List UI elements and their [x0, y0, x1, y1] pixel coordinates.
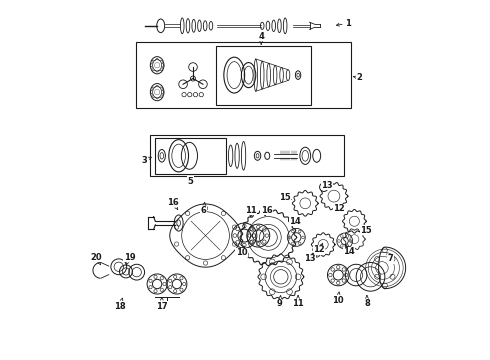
Text: 8: 8	[364, 296, 370, 308]
Text: 13: 13	[321, 181, 333, 190]
Text: 14: 14	[343, 245, 355, 256]
Bar	[216, 45, 311, 105]
Text: 19: 19	[123, 253, 135, 265]
Text: 11: 11	[245, 206, 257, 217]
Text: 18: 18	[114, 298, 125, 311]
Text: 2: 2	[353, 73, 363, 82]
Text: 14: 14	[289, 217, 301, 226]
Text: 9: 9	[276, 296, 282, 308]
Text: 12: 12	[313, 243, 325, 255]
Bar	[155, 138, 226, 174]
Text: 11: 11	[292, 296, 304, 308]
Text: 5: 5	[188, 176, 194, 185]
Text: 17: 17	[156, 297, 168, 311]
Text: 7: 7	[387, 254, 393, 264]
Text: 4: 4	[258, 32, 264, 44]
Text: 16: 16	[261, 206, 272, 216]
Text: 13: 13	[304, 253, 316, 264]
Text: 3: 3	[141, 157, 151, 166]
Text: 12: 12	[333, 204, 345, 213]
Text: 6: 6	[201, 202, 207, 215]
Text: 15: 15	[360, 225, 372, 235]
Bar	[150, 135, 343, 176]
Text: 16: 16	[167, 198, 178, 210]
Text: 20: 20	[90, 253, 102, 265]
Text: 10: 10	[332, 292, 343, 305]
Text: 1: 1	[337, 19, 351, 28]
Text: 15: 15	[279, 193, 292, 202]
Bar	[136, 42, 351, 108]
Text: 10: 10	[236, 246, 247, 257]
